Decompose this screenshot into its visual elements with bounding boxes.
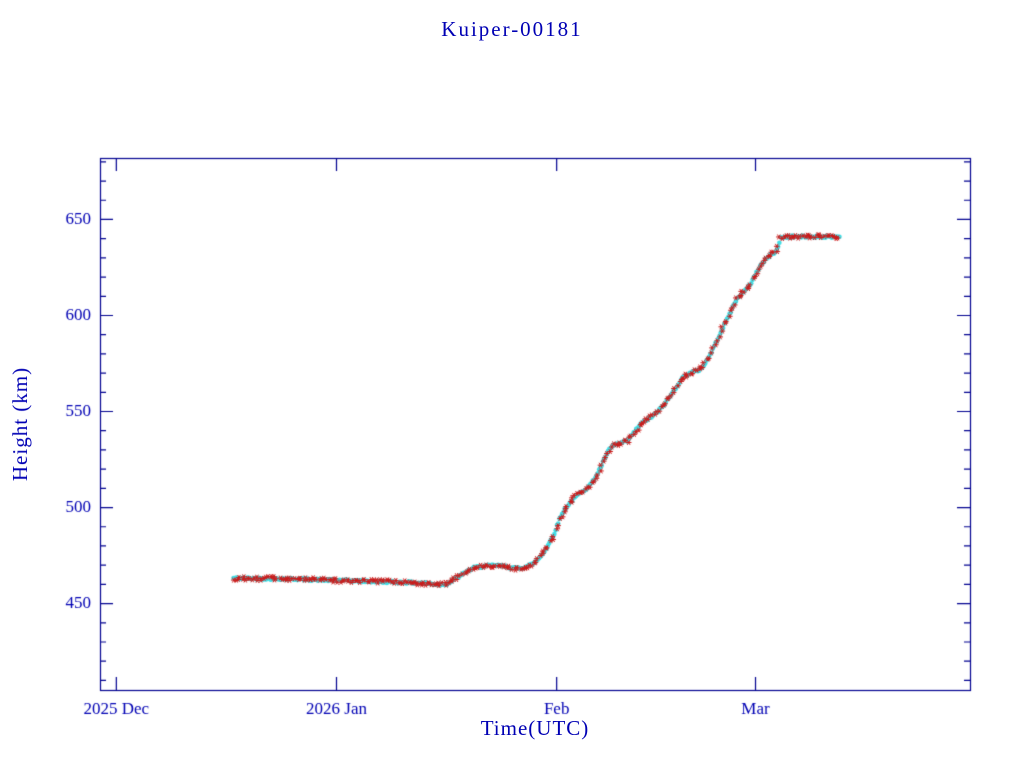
x-axis-label: Time(UTC) <box>480 716 590 740</box>
y-axis-label: Height (km) <box>8 366 32 482</box>
chart-title: Kuiper-00181 <box>441 17 583 41</box>
